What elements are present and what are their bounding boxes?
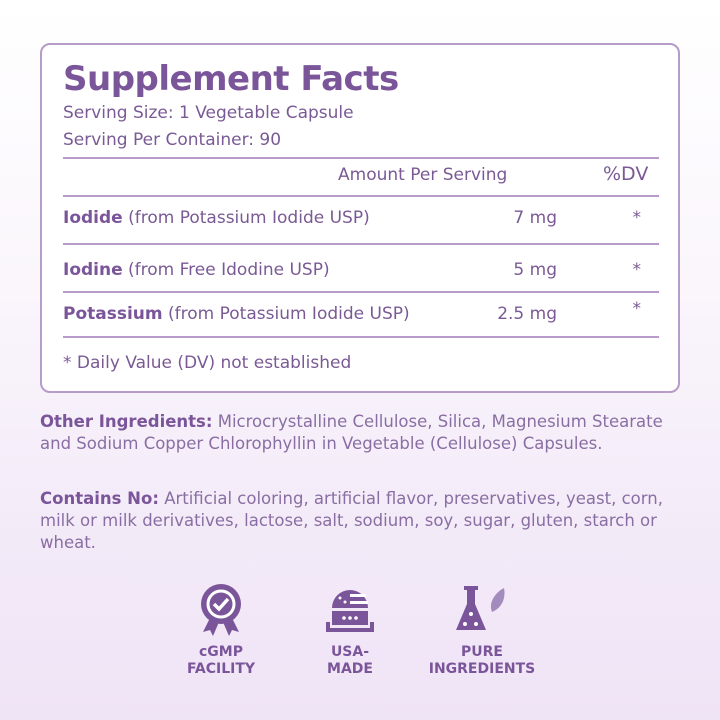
divider	[63, 336, 659, 338]
divider	[63, 291, 659, 293]
nutrient-amount: 5 mg	[513, 260, 557, 280]
divider	[63, 157, 659, 159]
other-ingredients-text: Microcrystalline Cellulose, Silica, Magn…	[40, 412, 663, 453]
supplement-facts-panel: Supplement Facts Serving Size: 1 Vegetab…	[40, 43, 680, 393]
nutrient-dv: *	[632, 260, 642, 280]
dv-header: %DV	[603, 163, 649, 185]
badge-pure-ingredients: PURE INGREDIENTS	[422, 582, 542, 678]
nutrient-dv: *	[632, 299, 642, 319]
badge-usa-made: USA- MADE	[310, 582, 390, 678]
usa-factory-icon	[326, 590, 374, 632]
nutrient-name: Iodine	[63, 260, 123, 280]
flask-leaf-icon	[456, 586, 505, 630]
nutrient-source: (from Free Idodine USP)	[128, 260, 330, 280]
other-ingredients: Other Ingredients: Microcrystalline Cell…	[40, 411, 680, 455]
nutrient-name: Iodide	[63, 208, 123, 228]
contains-no-text: Artificial coloring, artificial flavor, …	[40, 489, 663, 552]
nutrient-amount: 2.5 mg	[497, 304, 557, 324]
badge-line2: INGREDIENTS	[428, 661, 536, 677]
badge-cgmp: cGMP FACILITY	[176, 582, 266, 678]
amount-header: Amount Per Serving	[338, 165, 508, 185]
badge-line2: MADE	[327, 661, 373, 677]
other-ingredients-label: Other Ingredients:	[40, 412, 213, 431]
badge-line1: PURE	[461, 644, 503, 660]
nutrient-dv: *	[632, 208, 642, 228]
servings-per-container: Serving Per Container: 90	[63, 130, 282, 150]
nutrient-name: Potassium	[63, 304, 163, 324]
badge-line1: USA-	[330, 644, 370, 660]
dv-footnote: * Daily Value (DV) not established	[63, 353, 352, 373]
nutrient-amount: 7 mg	[513, 208, 557, 228]
divider	[63, 195, 659, 197]
divider	[63, 243, 659, 245]
award-check-icon	[201, 584, 241, 636]
serving-size: Serving Size: 1 Vegetable Capsule	[63, 103, 354, 123]
badge-line2: FACILITY	[186, 661, 256, 677]
contains-no: Contains No: Artificial coloring, artifi…	[40, 488, 680, 554]
panel-title: Supplement Facts	[63, 59, 399, 99]
nutrient-source: (from Potassium Iodide USP)	[168, 304, 410, 324]
badge-line1: cGMP	[199, 644, 243, 660]
nutrient-source: (from Potassium Iodide USP)	[128, 208, 370, 228]
contains-no-label: Contains No:	[40, 489, 159, 508]
